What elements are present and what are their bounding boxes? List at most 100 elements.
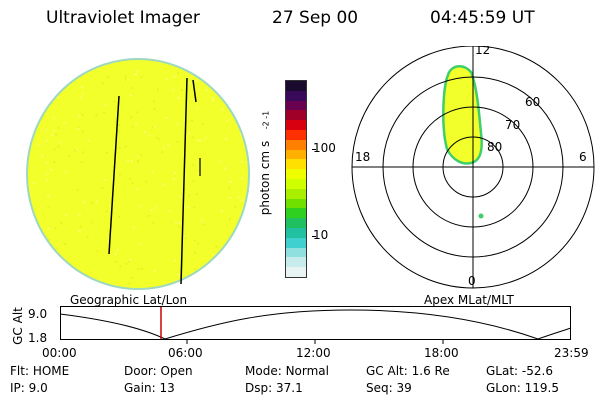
disk-speckle xyxy=(65,74,68,77)
disk-speckle xyxy=(45,128,48,131)
disk-speckle xyxy=(177,273,180,276)
disk-speckle xyxy=(95,200,98,203)
disk-speckle xyxy=(28,105,29,108)
disk-speckle xyxy=(64,171,67,174)
colorbar-segment xyxy=(286,257,306,268)
disk-speckle xyxy=(168,209,171,212)
disk-speckle xyxy=(152,221,155,224)
disk-speckle xyxy=(118,147,121,149)
disk-speckle xyxy=(78,229,81,232)
disk-speckle xyxy=(191,119,194,122)
status-gain: Gain: 13 xyxy=(124,381,175,395)
disk-speckle xyxy=(194,239,197,242)
disk-speckle xyxy=(246,161,248,164)
disk-speckle xyxy=(242,243,245,246)
observation-date: 27 Sep 00 xyxy=(272,8,359,28)
disk-speckle xyxy=(45,95,47,98)
mlat-label-60: 60 xyxy=(525,95,540,109)
disk-speckle xyxy=(173,75,176,78)
disk-speckle xyxy=(77,126,80,129)
earth-disk xyxy=(26,58,250,290)
disk-speckle xyxy=(57,145,60,148)
disk-speckle xyxy=(57,126,60,129)
disk-speckle xyxy=(136,111,139,114)
disk-speckle xyxy=(184,237,187,240)
disk-speckle xyxy=(176,140,179,143)
disk-speckle xyxy=(202,223,205,226)
disk-speckle xyxy=(205,89,208,92)
colorbar-segment xyxy=(286,139,306,150)
disk-speckle xyxy=(46,178,49,181)
colorbar-segment xyxy=(286,159,306,170)
disk-speckle xyxy=(125,262,128,265)
disk-speckle xyxy=(221,108,224,111)
disk-speckle xyxy=(194,251,196,254)
disk-speckle xyxy=(105,151,108,154)
disk-speckle xyxy=(134,73,137,76)
disk-speckle xyxy=(155,206,158,209)
image-artifact-line xyxy=(192,79,197,103)
disk-speckle xyxy=(212,97,214,100)
disk-speckle xyxy=(103,284,106,287)
colorbar-segment xyxy=(286,198,306,209)
disk-speckle xyxy=(80,96,83,99)
disk-speckle xyxy=(244,99,247,102)
colorbar-segment xyxy=(286,267,306,277)
disk-speckle xyxy=(200,218,203,221)
disk-speckle xyxy=(155,136,158,139)
disk-speckle xyxy=(136,70,139,73)
disk-speckle xyxy=(240,177,243,180)
disk-speckle xyxy=(226,119,229,122)
disk-speckle xyxy=(234,65,237,68)
colorbar-segment xyxy=(286,237,306,248)
disk-speckle xyxy=(183,187,186,190)
disk-speckle xyxy=(87,139,90,142)
disk-speckle xyxy=(37,275,40,278)
disk-speckle xyxy=(215,245,218,248)
disk-speckle xyxy=(231,85,234,88)
observation-time: 04:45:59 UT xyxy=(430,8,535,28)
disk-speckle xyxy=(127,159,129,162)
mlt-label-12: 12 xyxy=(475,46,490,57)
x-tick-label-0000: 00:00 xyxy=(42,346,77,360)
colorbar-label: photon cm s xyxy=(258,140,272,216)
disk-speckle xyxy=(44,73,47,76)
disk-speckle xyxy=(124,145,127,148)
disk-speckle xyxy=(80,160,83,163)
disk-speckle xyxy=(132,226,135,229)
colorbar-segment xyxy=(286,178,306,189)
disk-speckle xyxy=(114,260,117,263)
disk-speckle xyxy=(131,87,134,89)
disk-speckle xyxy=(79,225,82,228)
disk-speckle xyxy=(74,149,77,152)
disk-speckle xyxy=(135,72,138,75)
disk-speckle xyxy=(137,155,140,158)
disk-speckle xyxy=(31,107,34,110)
disk-speckle xyxy=(152,100,155,103)
disk-speckle xyxy=(29,241,32,244)
colorbar-tick-mark xyxy=(312,149,316,150)
disk-speckle xyxy=(224,167,226,170)
disk-speckle xyxy=(177,71,179,74)
disk-speckle xyxy=(163,183,166,186)
colorbar-tick-10: 10 xyxy=(313,228,329,242)
disk-speckle xyxy=(102,82,105,85)
status-gc-alt: GC Alt: 1.6 Re xyxy=(366,364,450,378)
disk-speckle xyxy=(139,243,142,246)
disk-speckle xyxy=(53,161,56,164)
disk-speckle xyxy=(199,139,202,142)
disk-speckle xyxy=(229,197,232,199)
disk-speckle xyxy=(52,130,55,133)
disk-speckle xyxy=(194,268,197,271)
colorbar-segment xyxy=(286,110,306,121)
disk-speckle xyxy=(232,96,235,99)
mlat-label-70: 70 xyxy=(505,118,520,132)
disk-speckle xyxy=(114,253,117,256)
disk-speckle xyxy=(219,160,222,163)
disk-speckle xyxy=(157,88,160,91)
disk-speckle xyxy=(192,180,195,183)
altitude-curve xyxy=(60,309,572,340)
status-dsp: Dsp: 37.1 xyxy=(245,381,303,395)
disk-speckle xyxy=(212,99,214,102)
disk-speckle xyxy=(225,137,227,140)
